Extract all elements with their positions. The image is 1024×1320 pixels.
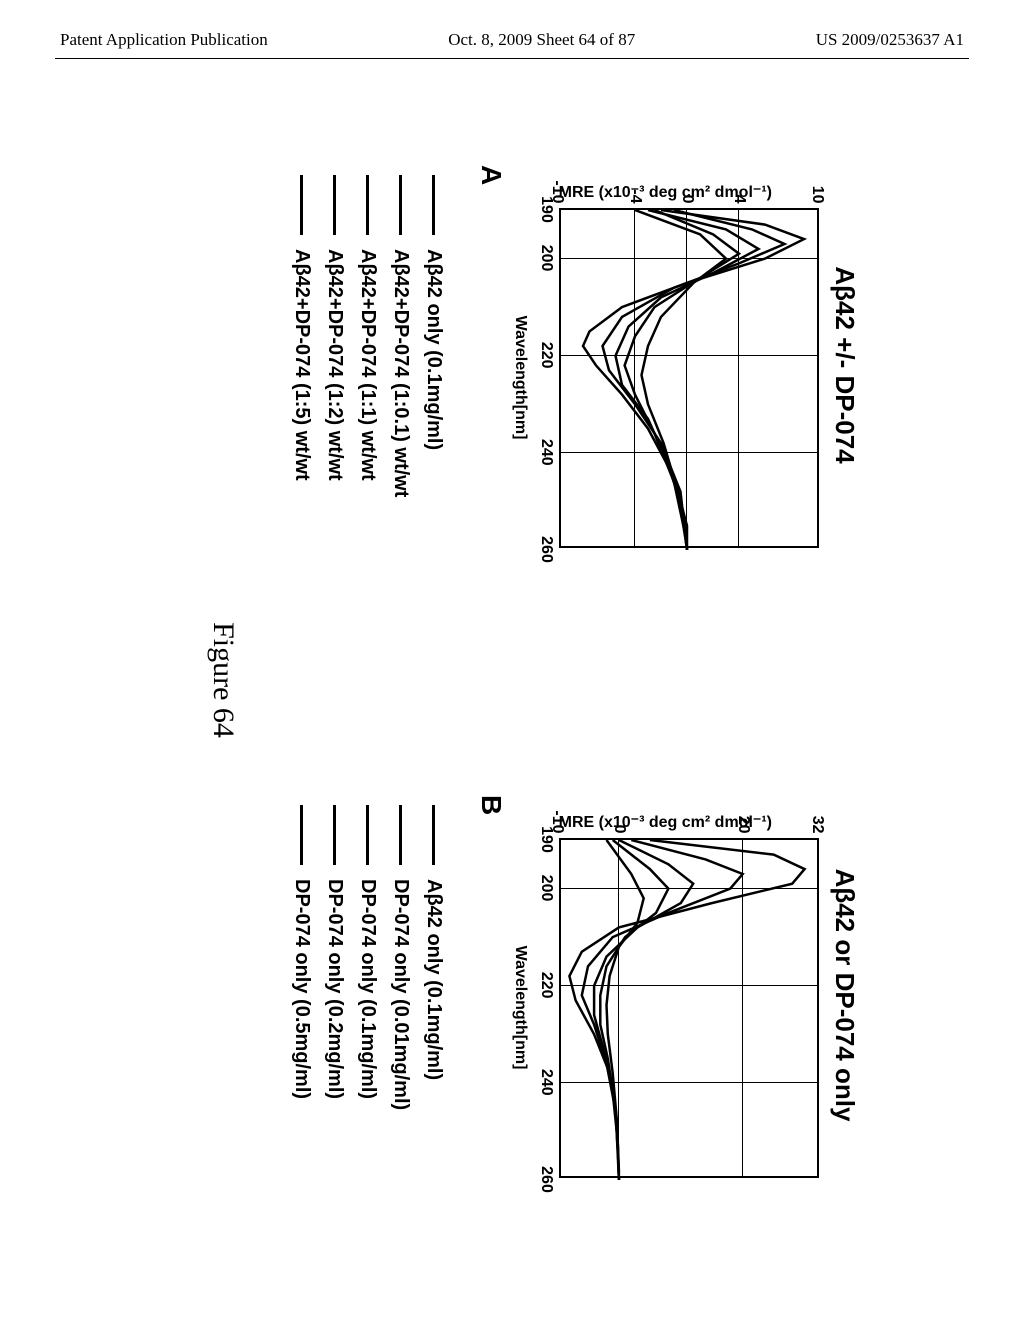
- figure-number-label: Figure 64: [206, 50, 240, 1310]
- legend-label: DP-074 only (0.1mg/ml): [356, 879, 379, 1099]
- chart-b-legend: Aβ42 only (0.1mg/ml) DP-074 only (0.01mg/…: [280, 805, 445, 1110]
- legend-item: Aβ42+DP-074 (1:0.1) wt/wt: [389, 175, 412, 497]
- ytick-label: 0: [610, 825, 628, 840]
- chart-b-block: Aβ42 or DP-074 only MRE (x10⁻³ deg cm² d…: [280, 745, 860, 1245]
- header-left: Patent Application Publication: [60, 30, 268, 50]
- legend-line-icon: [432, 805, 435, 865]
- chart-a-title: Aβ42 +/- DP-074: [829, 266, 860, 463]
- legend-item: Aβ42 only (0.1mg/ml): [422, 175, 445, 497]
- chart-a-legend: Aβ42 only (0.1mg/ml) Aβ42+DP-074 (1:0.1) …: [280, 175, 445, 497]
- xtick-label: 200: [537, 245, 561, 272]
- ytick-label: -4: [626, 189, 644, 209]
- ytick-label: 10: [808, 186, 826, 210]
- legend-line-icon: [366, 175, 369, 235]
- chart-b-title: Aβ42 or DP-074 only: [829, 869, 860, 1122]
- curve: [616, 210, 759, 550]
- chart-a-block: Aβ42 +/- DP-074 MRE (x10⁻³ deg cm² dmol⁻…: [280, 115, 860, 615]
- chart-a-panel-letter: A: [475, 165, 507, 185]
- legend-label: Aβ42 only (0.1mg/ml): [422, 249, 445, 450]
- charts-row: Aβ42 +/- DP-074 MRE (x10⁻³ deg cm² dmol⁻…: [280, 50, 860, 1310]
- legend-item: Aβ42 only (0.1mg/ml): [422, 805, 445, 1110]
- ytick-label: 20: [734, 816, 752, 840]
- ytick-label: 4: [730, 195, 748, 210]
- legend-line-icon: [333, 175, 336, 235]
- header-right: US 2009/0253637 A1: [816, 30, 964, 50]
- xtick-label: 190: [537, 196, 561, 223]
- legend-line-icon: [300, 805, 303, 865]
- curve: [594, 840, 693, 1180]
- chart-b-area: MRE (x10⁻³ deg cm² dmol⁻¹) -100203219020…: [511, 813, 819, 1178]
- legend-item: DP-074 only (0.5mg/ml): [290, 805, 313, 1110]
- xtick-label: 260: [537, 1166, 561, 1193]
- legend-label: DP-074 only (0.01mg/ml): [389, 879, 412, 1110]
- chart-b-plot: -1002032190200220240260: [559, 838, 819, 1178]
- chart-a-plotbox: -10-40410190200220240260 Wavelength[nm]: [511, 208, 819, 548]
- chart-b-plotbox: -1002032190200220240260 Wavelength[nm]: [511, 838, 819, 1178]
- chart-a-area: MRE (x10⁻³ deg cm² dmol⁻¹) -10-404101902…: [511, 183, 819, 548]
- legend-line-icon: [432, 175, 435, 235]
- ytick-label: 32: [808, 816, 826, 840]
- ytick-label: 0: [678, 195, 696, 210]
- legend-line-icon: [399, 175, 402, 235]
- legend-label: Aβ42+DP-074 (1:5) wt/wt: [290, 249, 313, 481]
- xtick-label: 260: [537, 536, 561, 563]
- legend-item: Aβ42+DP-074 (1:2) wt/wt: [323, 175, 346, 497]
- legend-item: Aβ42+DP-074 (1:1) wt/wt: [356, 175, 379, 497]
- chart-curves: [557, 840, 817, 1180]
- curve: [600, 840, 668, 1180]
- legend-item: DP-074 only (0.1mg/ml): [356, 805, 379, 1110]
- legend-line-icon: [366, 805, 369, 865]
- legend-label: Aβ42 only (0.1mg/ml): [422, 879, 445, 1080]
- chart-b-xlabel: Wavelength[nm]: [511, 838, 529, 1178]
- chart-a-plot: -10-40410190200220240260: [559, 208, 819, 548]
- legend-line-icon: [300, 175, 303, 235]
- xtick-label: 240: [537, 439, 561, 466]
- curve: [607, 840, 644, 1180]
- figure-content: Aβ42 +/- DP-074 MRE (x10⁻³ deg cm² dmol⁻…: [160, 50, 860, 1310]
- chart-a-xlabel: Wavelength[nm]: [511, 208, 529, 548]
- legend-line-icon: [333, 805, 336, 865]
- legend-label: Aβ42+DP-074 (1:2) wt/wt: [323, 249, 346, 481]
- xtick-label: 190: [537, 826, 561, 853]
- legend-label: DP-074 only (0.5mg/ml): [290, 879, 313, 1099]
- legend-line-icon: [399, 805, 402, 865]
- legend-label: Aβ42+DP-074 (1:1) wt/wt: [356, 249, 379, 481]
- xtick-label: 240: [537, 1069, 561, 1096]
- legend-item: Aβ42+DP-074 (1:5) wt/wt: [290, 175, 313, 497]
- xtick-label: 220: [537, 342, 561, 369]
- legend-label: Aβ42+DP-074 (1:0.1) wt/wt: [389, 249, 412, 497]
- header-center: Oct. 8, 2009 Sheet 64 of 87: [448, 30, 635, 50]
- xtick-label: 200: [537, 875, 561, 902]
- chart-b-panel-letter: B: [475, 795, 507, 815]
- legend-item: DP-074 only (0.01mg/ml): [389, 805, 412, 1110]
- xtick-label: 220: [537, 972, 561, 999]
- chart-curves: [557, 210, 817, 550]
- legend-label: DP-074 only (0.2mg/ml): [323, 879, 346, 1099]
- legend-item: DP-074 only (0.2mg/ml): [323, 805, 346, 1110]
- curve: [569, 840, 804, 1180]
